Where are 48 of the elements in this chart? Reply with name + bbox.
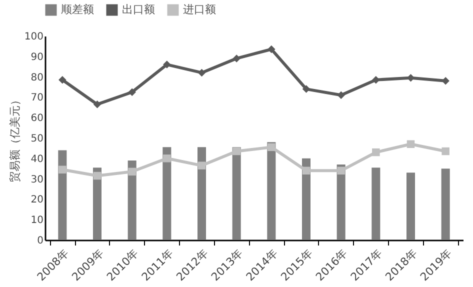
bar: [441, 168, 450, 240]
legend-label: 顺差额: [61, 3, 94, 16]
bar: [302, 158, 311, 240]
bar: [336, 164, 346, 240]
point: [232, 147, 240, 156]
y-tick-label: 30: [30, 174, 44, 186]
y-tick-label: 80: [30, 72, 44, 84]
y-tick-label: 50: [30, 134, 44, 144]
y-tick-label: 100: [24, 32, 44, 42]
point: [128, 88, 136, 96]
y-tick-label: 0: [37, 236, 44, 246]
point: [302, 85, 310, 93]
point: [93, 100, 102, 108]
point: [442, 77, 450, 85]
bar: [372, 168, 380, 240]
bar: [58, 150, 67, 240]
point: [58, 76, 66, 84]
legend-label: 出口额: [122, 3, 155, 16]
point: [372, 148, 380, 156]
point: [337, 166, 345, 175]
bar: [406, 172, 416, 240]
y-tick-label: 70: [30, 92, 44, 104]
point: [163, 154, 171, 162]
point: [268, 45, 276, 54]
point: [232, 54, 240, 62]
point: [337, 91, 345, 100]
point: [93, 172, 102, 180]
point: [442, 147, 450, 156]
point: [128, 168, 136, 176]
point: [58, 166, 66, 174]
bar: [128, 160, 136, 240]
point: [198, 162, 206, 170]
legend-label: 进口额: [183, 3, 216, 16]
bar: [197, 147, 206, 240]
point: [198, 68, 206, 77]
bar: [267, 142, 276, 240]
y-tick-label: 10: [30, 215, 44, 226]
y-tick-label: 40: [30, 154, 44, 165]
bar: [162, 147, 172, 240]
point: [406, 140, 415, 148]
point: [163, 60, 171, 68]
point: [268, 143, 276, 152]
point: [302, 166, 310, 175]
y-tick-label: 60: [30, 113, 44, 124]
bar: [232, 147, 241, 240]
y-tick-label: 90: [30, 52, 44, 63]
y-tick-label: 20: [30, 194, 44, 206]
y-axis-title: 贸易额（亿美元）: [8, 94, 22, 182]
